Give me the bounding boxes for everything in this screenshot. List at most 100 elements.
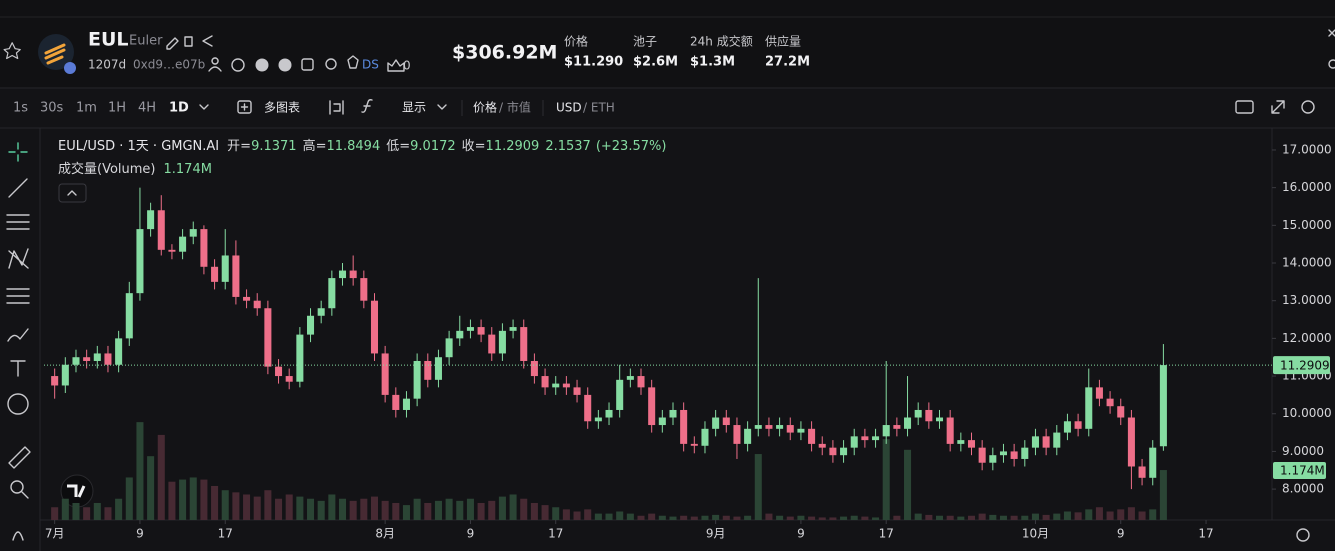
volume-bar: [349, 500, 357, 520]
brush-tool[interactable]: [7, 328, 29, 342]
market-cap-toggle[interactable]: / 市值: [499, 100, 531, 115]
interval-button[interactable]: 4H: [138, 101, 156, 116]
last-price-label: 11.2909: [1280, 359, 1330, 373]
candle-body: [584, 394, 592, 422]
candle-body: [1053, 432, 1061, 448]
add-icon[interactable]: [237, 100, 252, 114]
interval-button[interactable]: 30s: [40, 101, 64, 116]
candle-body: [626, 376, 634, 380]
interval-button[interactable]: 1D: [169, 101, 189, 116]
eth-toggle[interactable]: / ETH: [583, 101, 615, 115]
x-tick-label: 9: [467, 527, 475, 541]
snapshot-button[interactable]: [1235, 100, 1254, 114]
display-button[interactable]: 显示: [402, 101, 426, 115]
y-tick-label: 12.0000: [1282, 331, 1332, 345]
volume-bar: [381, 500, 389, 520]
channel-tool[interactable]: [6, 214, 30, 230]
interval-button[interactable]: 1H: [108, 101, 126, 116]
fullscreen-button[interactable]: [1271, 100, 1285, 114]
volume-value: 1.174M: [164, 162, 212, 177]
collapse-button[interactable]: [58, 183, 87, 203]
emoji-tool[interactable]: [7, 393, 29, 415]
search-icon[interactable]: [325, 58, 337, 70]
candle-body: [349, 270, 357, 279]
candle-body: [200, 229, 208, 267]
token-symbol: EUL: [88, 29, 129, 51]
volume-bar: [733, 516, 741, 520]
line-tool[interactable]: [8, 178, 28, 198]
market-cap: $306.92M: [452, 42, 557, 64]
interval-button[interactable]: 1s: [13, 101, 28, 116]
candle-body: [1042, 436, 1050, 448]
compare-icon[interactable]: [329, 100, 344, 115]
candle-body: [850, 436, 858, 448]
volume-bar: [51, 507, 59, 520]
volume-bar: [456, 500, 464, 520]
pattern-tool[interactable]: [8, 248, 29, 269]
candle-body: [637, 376, 645, 388]
candle-body: [434, 357, 442, 380]
legend-label: 收=: [462, 139, 486, 154]
indicator-icon[interactable]: [361, 99, 373, 113]
settings-button[interactable]: [1301, 100, 1315, 114]
x-tick-label: 9月: [706, 527, 726, 541]
candle-body: [509, 327, 517, 331]
holder-icon[interactable]: [208, 57, 222, 72]
candle-body: [680, 409, 688, 444]
interval-button[interactable]: 1m: [76, 101, 97, 116]
crosshair-tool[interactable]: [8, 142, 28, 162]
ds-icon[interactable]: [347, 55, 359, 69]
header-actions[interactable]: [166, 35, 213, 50]
candle-body: [957, 440, 965, 444]
volume-bar: [648, 513, 656, 520]
volume-bar: [999, 515, 1007, 520]
last-price-tag: [1273, 356, 1330, 375]
volume-bar: [978, 513, 986, 520]
y-tick-label: 13.0000: [1282, 293, 1332, 307]
social-icon[interactable]: [278, 58, 292, 72]
text-tool[interactable]: [10, 360, 26, 377]
usd-toggle[interactable]: USD: [556, 101, 582, 115]
volume-bar: [935, 515, 944, 520]
volume-bar: [722, 515, 730, 520]
candle-body: [669, 409, 677, 418]
multi-chart-button[interactable]: 多图表: [264, 101, 300, 115]
candle-body: [797, 428, 805, 433]
social-icon[interactable]: [301, 58, 314, 71]
legend-value: 9.1371: [251, 139, 297, 154]
last-volume-label: 1.174M: [1280, 464, 1325, 478]
price-toggle[interactable]: 价格: [473, 100, 497, 115]
magnet-tool[interactable]: [12, 531, 24, 541]
fib-tool[interactable]: [6, 288, 30, 304]
volume-bar: [466, 498, 474, 520]
social-icon[interactable]: [255, 58, 269, 72]
volume-bar: [754, 454, 762, 520]
candle-body: [136, 229, 144, 294]
candle-body: [989, 455, 997, 463]
x-tick-label: 9: [136, 527, 144, 541]
volume-bar: [1138, 511, 1146, 520]
volume-bar: [104, 507, 112, 520]
ruler-tool[interactable]: [8, 446, 31, 469]
zoom-tool[interactable]: [10, 480, 24, 494]
volume-bar: [370, 496, 379, 520]
axis-settings[interactable]: [1296, 528, 1310, 542]
favorite-button[interactable]: [3, 42, 21, 60]
settings-button[interactable]: [1328, 59, 1335, 69]
volume-bar: [669, 516, 677, 520]
dropdown-caret[interactable]: [437, 104, 447, 110]
volume-bar: [1095, 507, 1103, 520]
dropdown-caret[interactable]: [199, 104, 209, 110]
volume-bar: [786, 516, 794, 520]
volume-bar: [1074, 512, 1082, 520]
volume-bar: [1031, 513, 1039, 520]
candle-body: [125, 293, 133, 339]
header-bar: [0, 0, 1335, 88]
website-icon[interactable]: [231, 58, 245, 72]
volume-bar: [136, 422, 144, 520]
close-button[interactable]: [1328, 29, 1335, 37]
y-tick-label: 8.0000: [1282, 482, 1324, 496]
candle-body: [477, 327, 485, 335]
volume-bar: [1063, 511, 1071, 520]
candle-body: [1063, 421, 1071, 433]
